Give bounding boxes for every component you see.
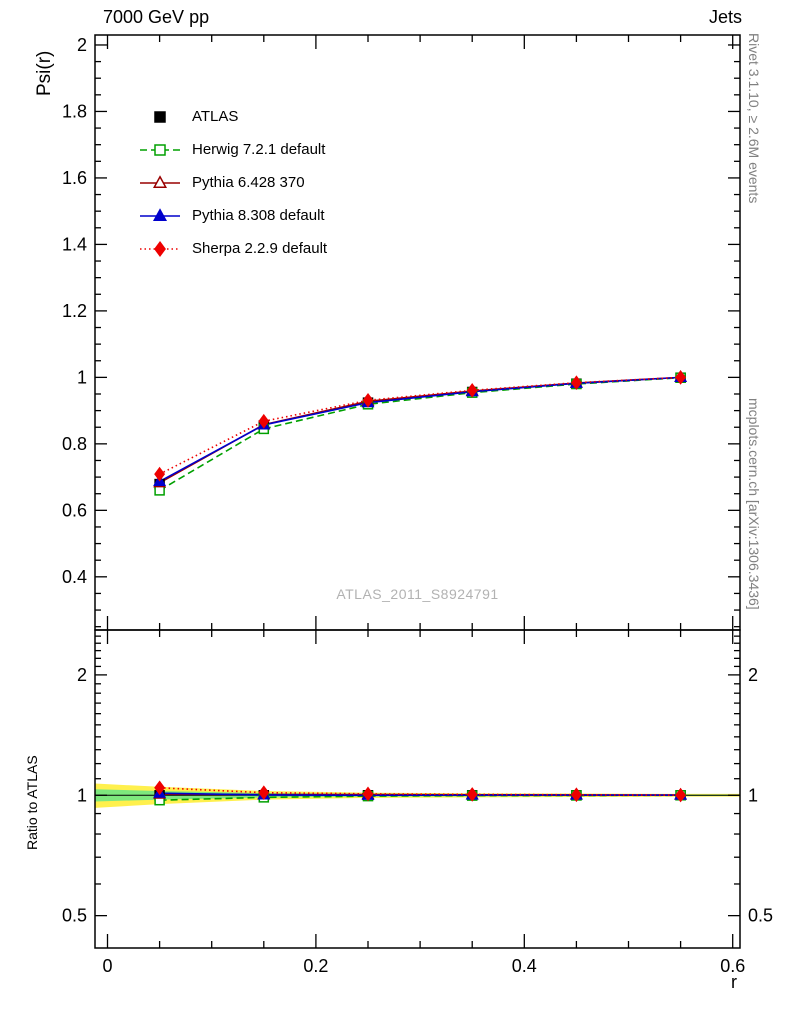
line-pythia8 bbox=[159, 376, 681, 797]
svg-text:0.5: 0.5 bbox=[62, 906, 87, 926]
pythia8-marker-icon bbox=[140, 207, 180, 221]
x-axis-title: r bbox=[731, 972, 737, 992]
beam-energy-title: 7000 GeV pp bbox=[103, 7, 210, 27]
svg-text:0.5: 0.5 bbox=[748, 906, 773, 926]
svg-text:0: 0 bbox=[102, 956, 112, 976]
atlas-marker-icon bbox=[154, 110, 166, 123]
svg-text:1.8: 1.8 bbox=[62, 101, 87, 121]
legend-label-herwig: Herwig 7.2.1 default bbox=[192, 141, 326, 158]
herwig-marker-icon bbox=[140, 143, 180, 156]
process-title: Jets bbox=[708, 7, 742, 27]
svg-text:2: 2 bbox=[77, 35, 87, 55]
svg-text:2: 2 bbox=[77, 665, 87, 685]
svg-text:0.6: 0.6 bbox=[62, 500, 87, 520]
markers-sherpa bbox=[154, 370, 687, 803]
svg-text:0.8: 0.8 bbox=[62, 434, 87, 454]
svg-text:1.6: 1.6 bbox=[62, 168, 87, 188]
mcplots-reference-note: mcplots.cern.ch [arXiv:1306.3436] bbox=[746, 398, 762, 610]
svg-text:0.2: 0.2 bbox=[303, 956, 328, 976]
legend-item-sherpa: Sherpa 2.2.9 default bbox=[138, 232, 327, 265]
svg-text:0.4: 0.4 bbox=[512, 956, 537, 976]
legend-label-sherpa: Sherpa 2.2.9 default bbox=[192, 240, 328, 257]
legend-item-pythia6: Pythia 6.428 370 bbox=[138, 166, 327, 199]
rivet-version-note: Rivet 3.1.10, ≥ 2.6M events bbox=[746, 33, 762, 204]
svg-text:2: 2 bbox=[748, 665, 758, 685]
svg-text:1: 1 bbox=[77, 785, 87, 805]
pythia6-marker-icon bbox=[140, 174, 180, 188]
legend-label-pythia6: Pythia 6.428 370 bbox=[192, 174, 305, 191]
legend-item-herwig: Herwig 7.2.1 default bbox=[138, 133, 327, 166]
ratio-panel-frame bbox=[94, 629, 741, 949]
svg-text:1: 1 bbox=[77, 367, 87, 387]
svg-text:1: 1 bbox=[748, 785, 758, 805]
svg-text:1.2: 1.2 bbox=[62, 301, 87, 321]
legend: ATLAS Herwig 7.2.1 default Pythia 6.428 … bbox=[138, 100, 327, 265]
legend-item-atlas: ATLAS bbox=[138, 100, 327, 133]
svg-text:0.6: 0.6 bbox=[720, 956, 745, 976]
svg-text:1.4: 1.4 bbox=[62, 234, 87, 254]
panel-frames bbox=[94, 34, 741, 949]
analysis-id-watermark: ATLAS_2011_S8924791 bbox=[336, 586, 499, 602]
sherpa-marker-icon bbox=[140, 240, 180, 257]
line-sherpa bbox=[159, 376, 681, 796]
y-axis-title-ratio: Ratio to ATLAS bbox=[24, 755, 40, 850]
axis-tick-labels: 0.4 0.6 0.8 1 1.2 1.4 1.6 1.8 2 0.5 0.5 1 1 2 2 0 0.2 0.4… bbox=[62, 35, 773, 976]
legend-label-pythia8: Pythia 8.308 default bbox=[192, 207, 325, 224]
y-axis-title-main: Psi(r) bbox=[34, 50, 55, 96]
axis-ticks bbox=[95, 35, 740, 948]
legend-label-atlas: ATLAS bbox=[192, 108, 239, 125]
svg-text:0.4: 0.4 bbox=[62, 567, 87, 587]
data-series bbox=[153, 370, 688, 806]
legend-item-pythia8: Pythia 8.308 default bbox=[138, 199, 327, 232]
